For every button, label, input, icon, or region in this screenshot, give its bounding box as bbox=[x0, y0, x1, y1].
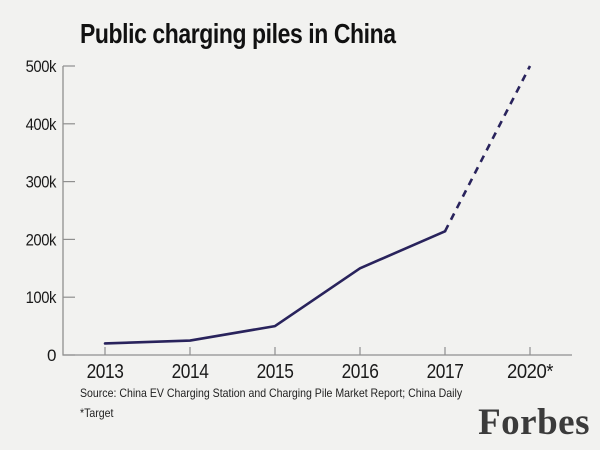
y-tick-label: 100k bbox=[26, 288, 57, 307]
source-note: Source: China EV Charging Station and Ch… bbox=[80, 386, 463, 400]
chart-title: Public charging piles in China bbox=[80, 18, 396, 49]
y-tick-label: 500k bbox=[26, 57, 57, 76]
x-tick-label: 2017 bbox=[427, 361, 464, 383]
y-tick-label: 200k bbox=[26, 230, 57, 249]
x-tick-label: 2015 bbox=[257, 361, 294, 383]
y-tick-label: 0 bbox=[47, 346, 56, 365]
x-tick-label: 2020* bbox=[507, 361, 554, 383]
series-line-solid bbox=[103, 230, 447, 345]
x-tick-label: 2014 bbox=[172, 361, 209, 383]
y-tick-label: 400k bbox=[26, 115, 57, 134]
forbes-logo: Forbes bbox=[478, 402, 590, 443]
target-footnote: *Target bbox=[80, 406, 114, 420]
y-tick-label: 300k bbox=[26, 173, 57, 192]
axis-lines bbox=[62, 66, 572, 356]
x-tick-label: 2013 bbox=[87, 361, 124, 383]
x-tick-label: 2016 bbox=[342, 361, 379, 383]
series-line-dashed-target bbox=[443, 65, 532, 232]
